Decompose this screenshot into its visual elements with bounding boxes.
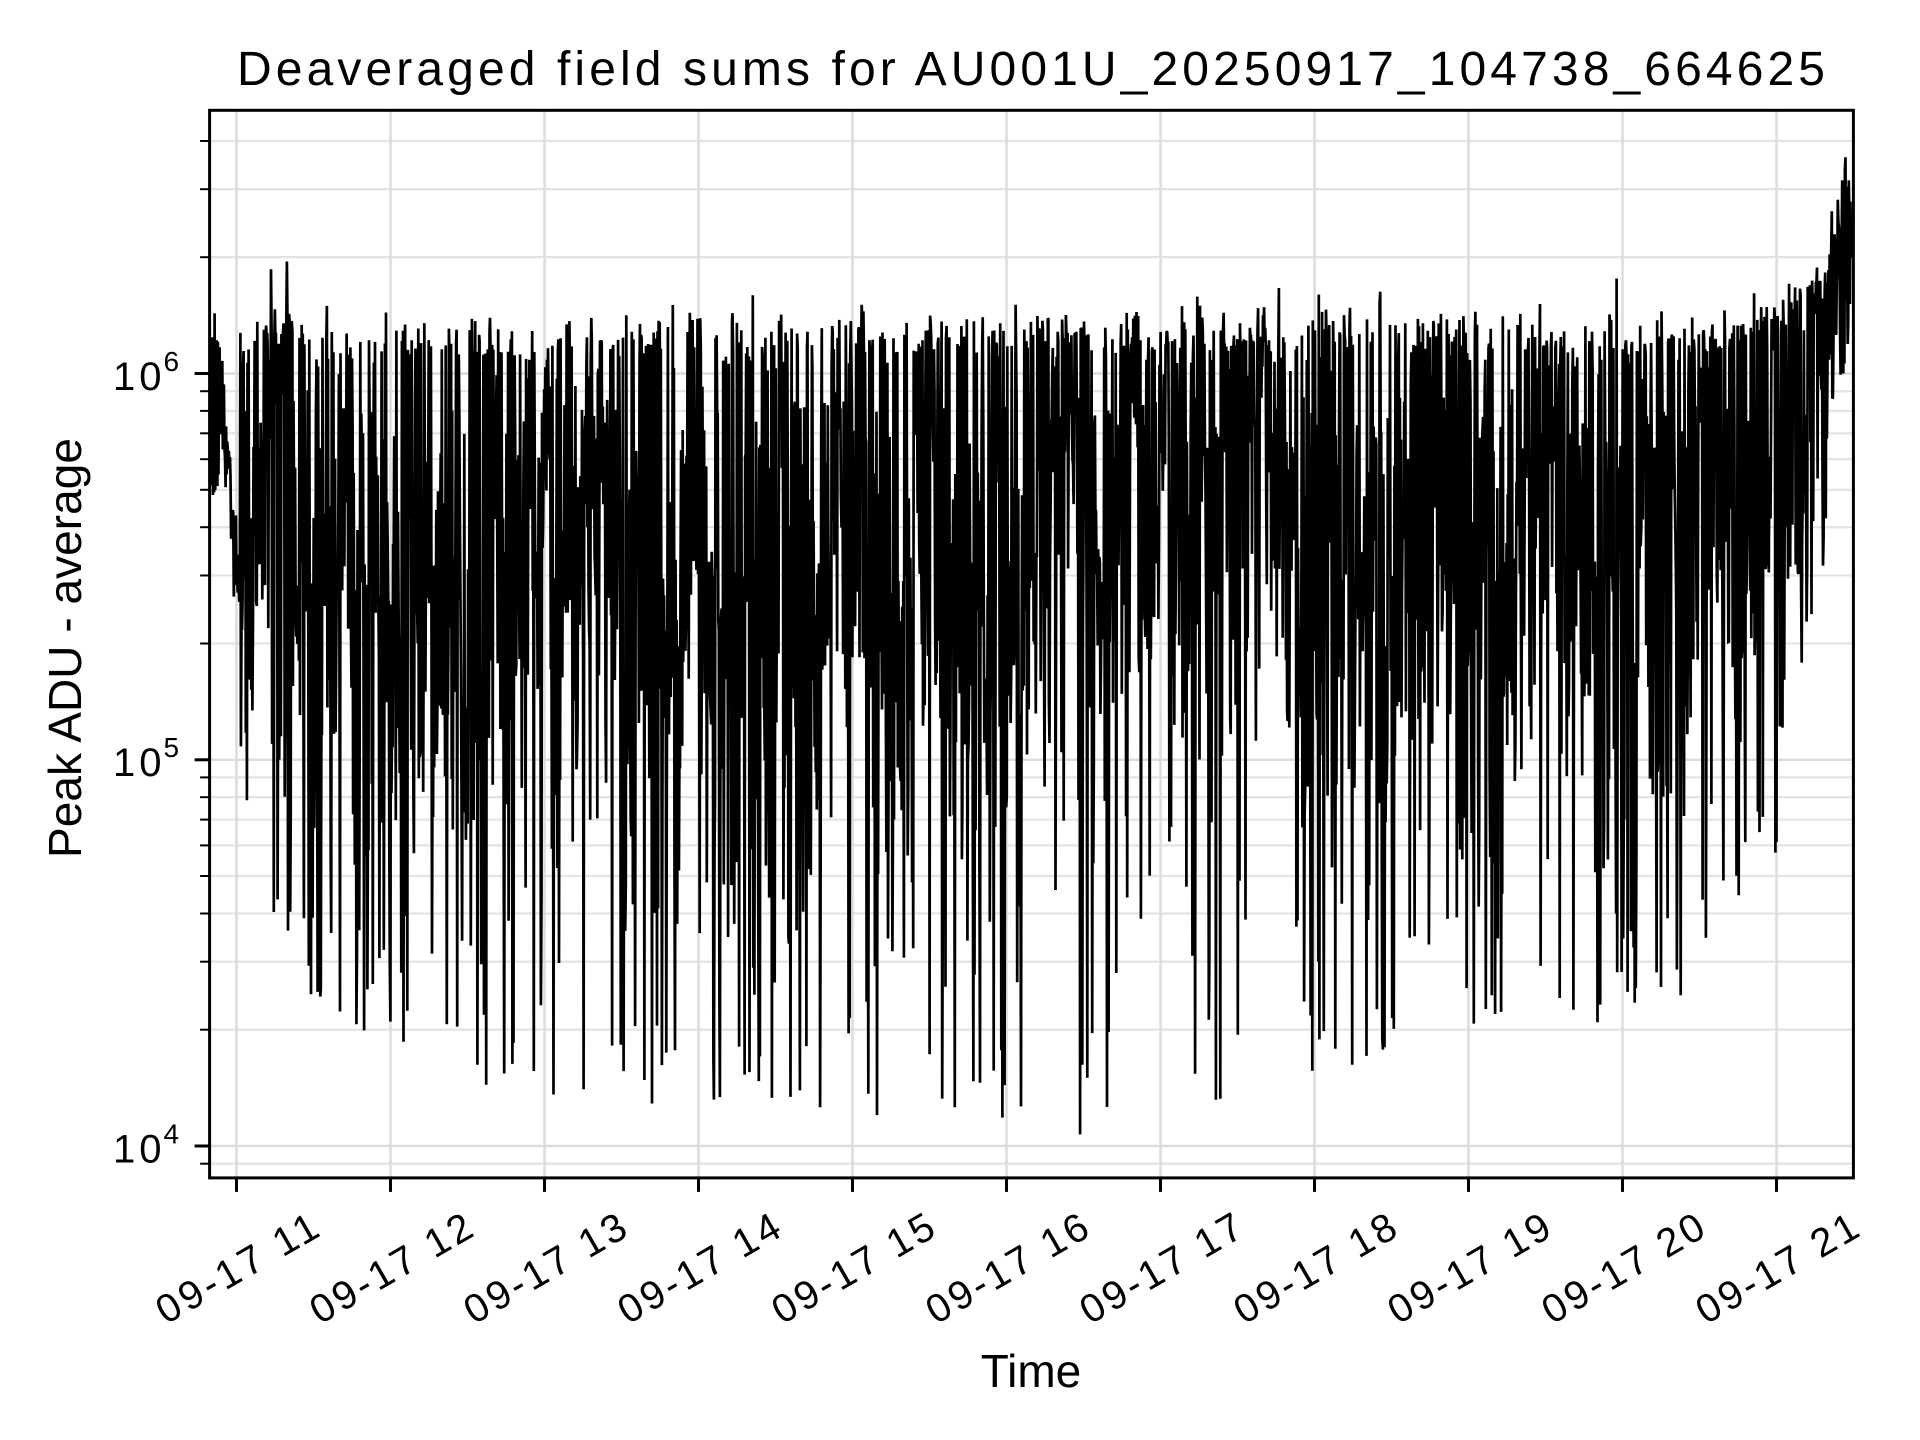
svg-text:5: 5 [164,732,180,763]
svg-text:Time: Time [981,1345,1082,1397]
svg-text:Deaveraged field sums for AU00: Deaveraged field sums for AU001U_2025091… [237,43,1825,96]
svg-text:4: 4 [164,1119,180,1150]
svg-text:Peak ADU - average: Peak ADU - average [39,438,91,858]
svg-text:6: 6 [164,346,180,377]
